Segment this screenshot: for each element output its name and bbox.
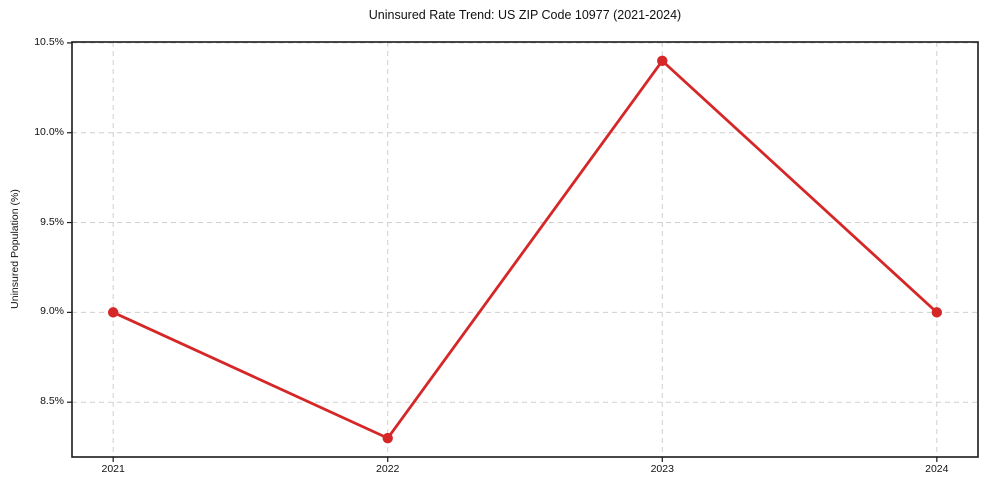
y-tick-label-8.5%: 8.5% bbox=[40, 395, 64, 408]
x-tick-label-2023: 2023 bbox=[650, 463, 674, 475]
chart-title: Uninsured Rate Trend: US ZIP Code 10977 … bbox=[368, 8, 682, 22]
data-point-2022 bbox=[382, 432, 393, 444]
y-tick-label-10.5%: 10.5% bbox=[34, 35, 64, 48]
data-point-2021 bbox=[107, 307, 119, 318]
data-point-2024 bbox=[931, 307, 943, 318]
data-point-2023 bbox=[657, 55, 668, 67]
x-tick-label-2021: 2021 bbox=[101, 463, 125, 475]
y-tick-label-10.0%: 10.0% bbox=[34, 125, 64, 138]
y-tick-label-9.5%: 9.5% bbox=[40, 215, 64, 228]
axes-spines bbox=[71, 41, 979, 458]
x-tick-label-2022: 2022 bbox=[376, 463, 400, 475]
trend-line bbox=[111, 59, 939, 440]
y-tick-label-9.0%: 9.0% bbox=[40, 305, 64, 318]
x-tick-label-2024: 2024 bbox=[925, 463, 949, 475]
